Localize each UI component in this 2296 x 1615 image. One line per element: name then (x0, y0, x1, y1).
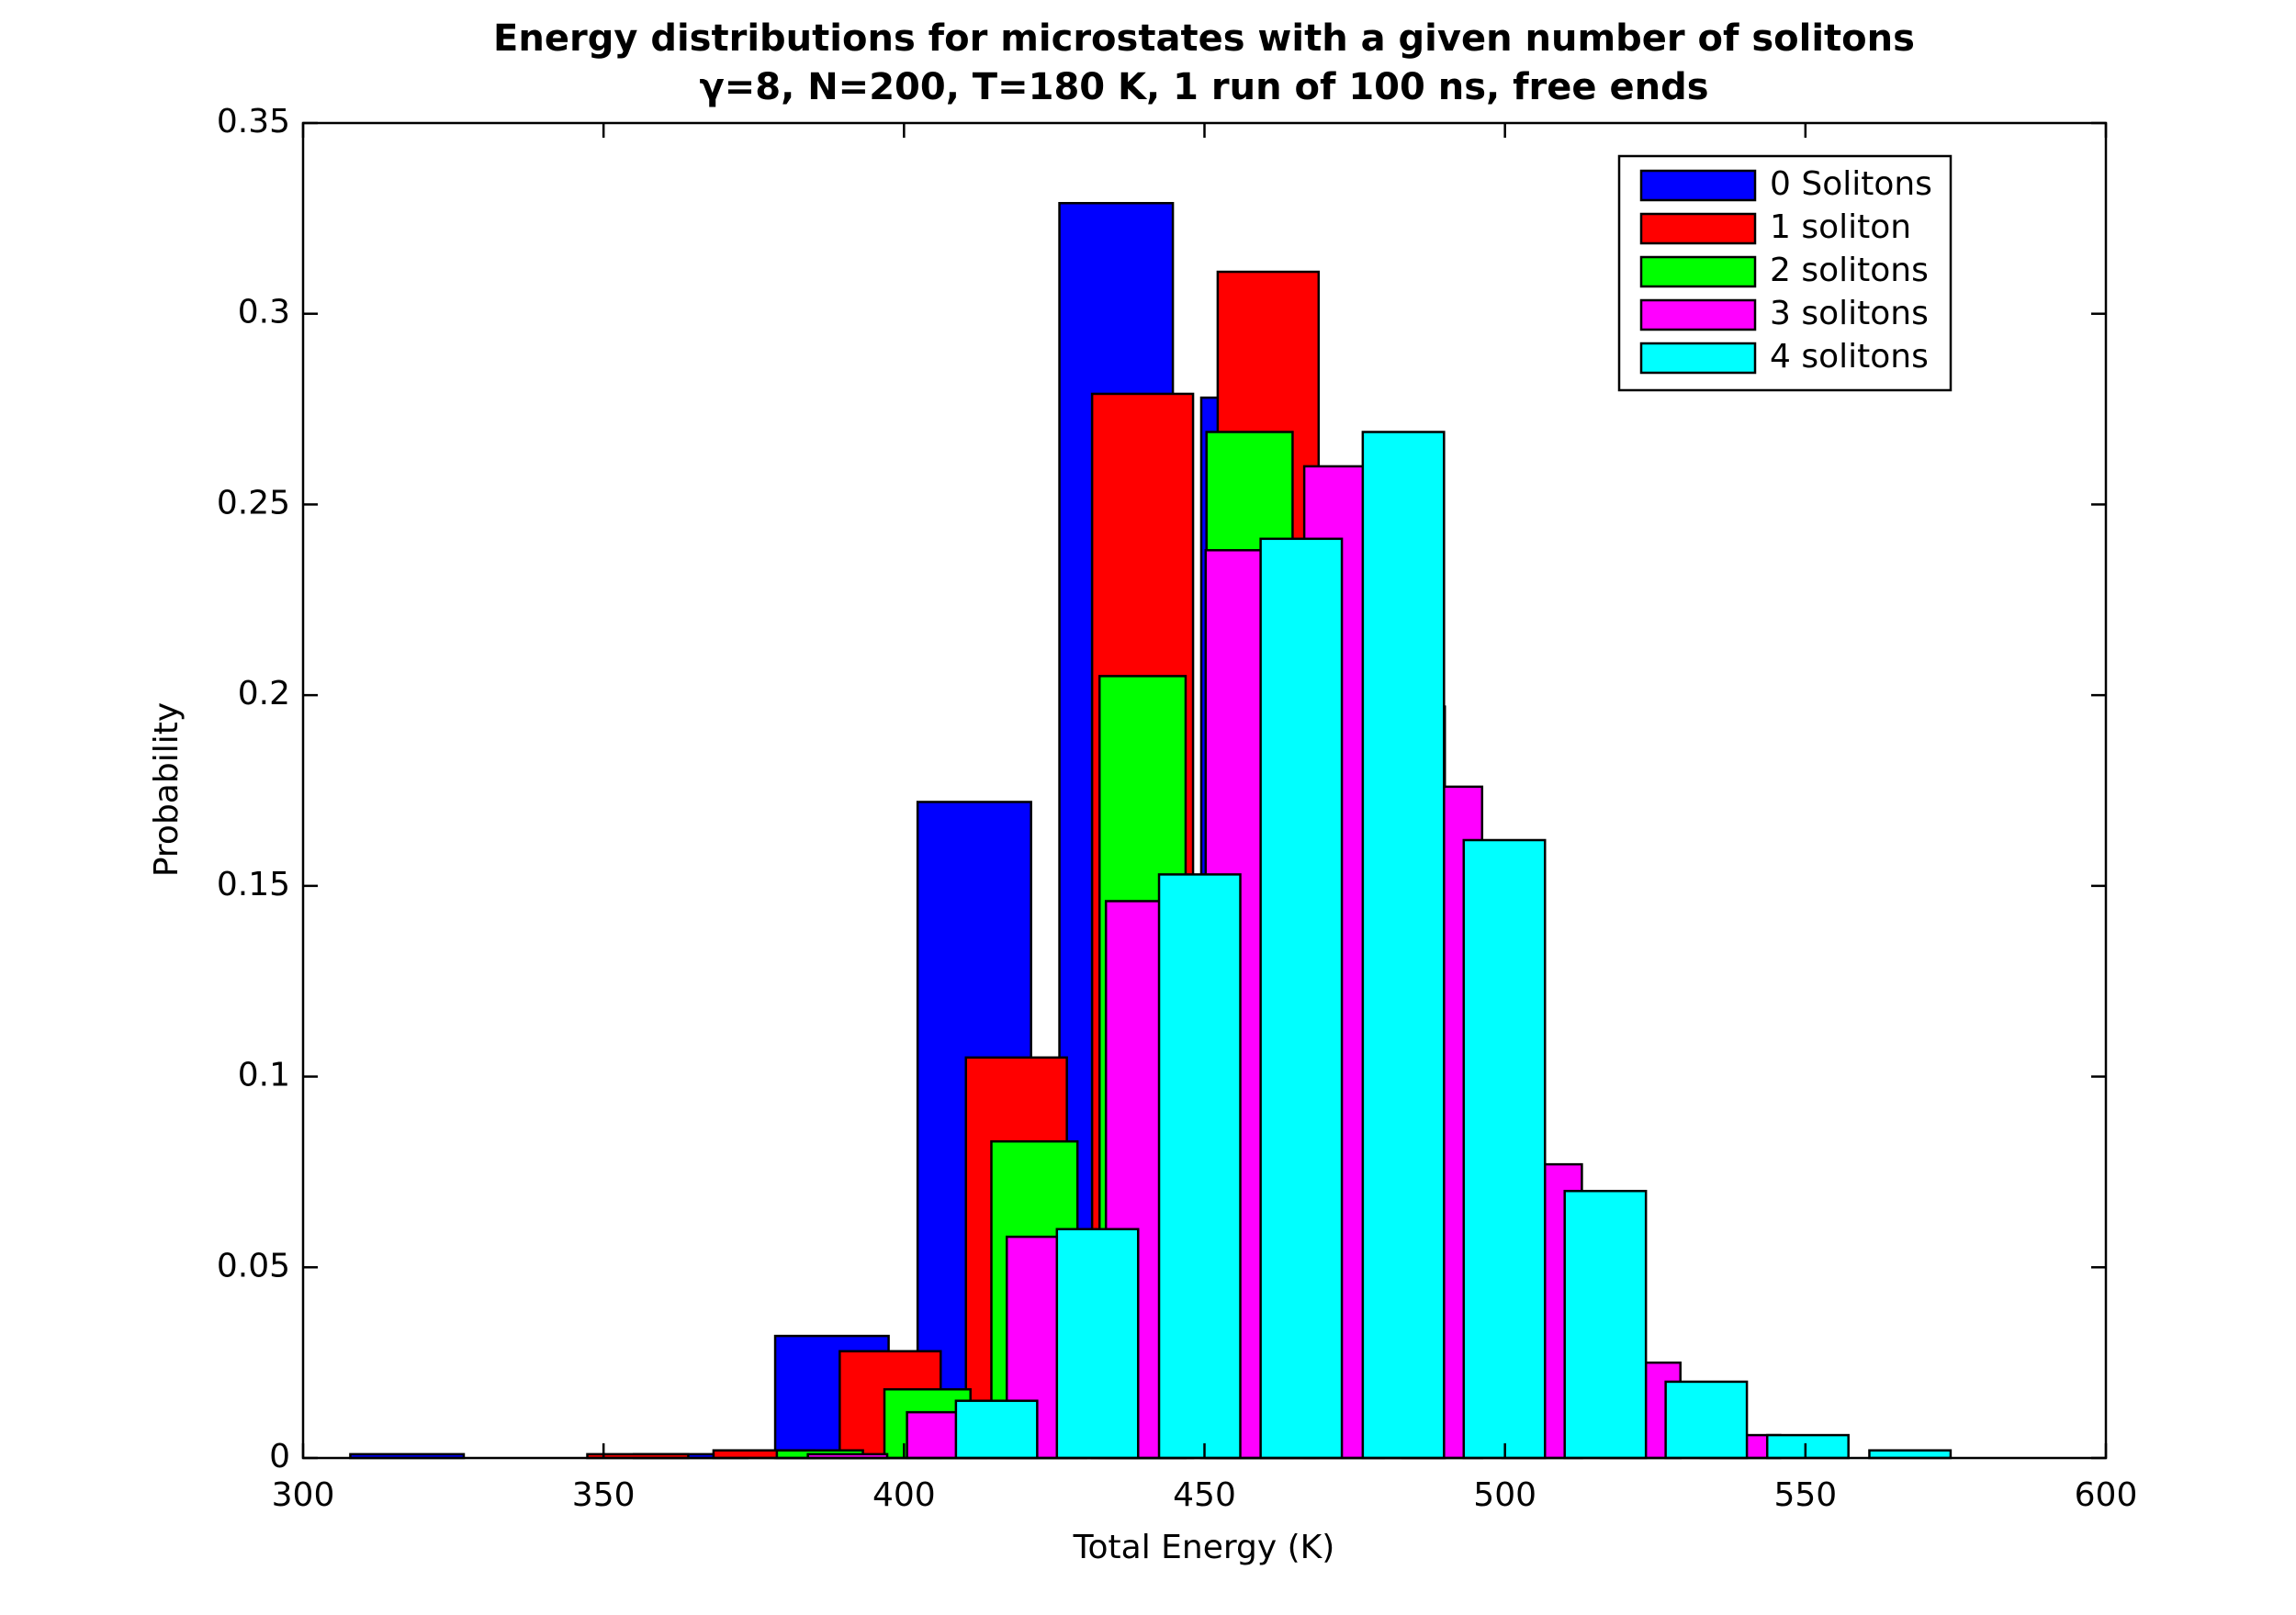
bar (1361, 431, 1446, 1460)
x-tick-label: 400 (872, 1476, 936, 1514)
y-axis-label: Probability (148, 702, 186, 877)
x-tick-label: 450 (1173, 1476, 1236, 1514)
y-tick-label: 0.25 (217, 484, 290, 522)
legend-label: 4 solitons (1770, 338, 1929, 376)
legend-swatch (1639, 342, 1757, 375)
bar (1259, 537, 1344, 1460)
x-tick-label: 500 (1473, 1476, 1536, 1514)
legend-swatch (1639, 169, 1757, 202)
x-tick-label: 300 (272, 1476, 335, 1514)
x-tick-label: 350 (572, 1476, 636, 1514)
bar (954, 1399, 1039, 1460)
bar (1157, 873, 1242, 1460)
legend-label: 3 solitons (1770, 295, 1929, 332)
y-tick-label: 0.15 (217, 866, 290, 903)
legend: 0 Solitons 1 soliton 2 solitons 3 solitons 4… (1617, 154, 1953, 392)
legend-swatch (1639, 255, 1757, 288)
bar (1055, 1228, 1140, 1460)
chart-title: Energy distributions for microstates wit… (493, 17, 1915, 60)
axes: 300 350 400 450 500 550 600 0 0.05 0.1 0.15 0.2 0.25… (217, 103, 2138, 1514)
y-tick-label: 0.3 (238, 294, 290, 331)
x-tick-label: 600 (2075, 1476, 2138, 1514)
bar (1462, 838, 1547, 1460)
x-axis-label: Total Energy (K) (1073, 1529, 1335, 1566)
legend-label: 0 Solitons (1770, 165, 1932, 203)
bar (1563, 1189, 1648, 1460)
bar (1765, 1433, 1850, 1460)
y-tick-label: 0.05 (217, 1247, 290, 1284)
legend-swatch (1639, 212, 1757, 245)
y-tick-label: 0.35 (217, 103, 290, 140)
legend-swatch (1639, 298, 1757, 331)
legend-label: 2 solitons (1770, 252, 1929, 289)
y-tick-label: 0.1 (238, 1057, 290, 1094)
y-tick-label: 0.2 (238, 675, 290, 712)
chart-subtitle: γ=8, N=200, T=180 K, 1 run of 100 ns, fr… (699, 66, 1708, 108)
bars (349, 201, 1953, 1460)
x-tick-label: 550 (1773, 1476, 1837, 1514)
legend-label: 1 soliton (1770, 208, 1911, 246)
y-tick-label: 0 (269, 1438, 290, 1475)
bar (1664, 1380, 1749, 1460)
